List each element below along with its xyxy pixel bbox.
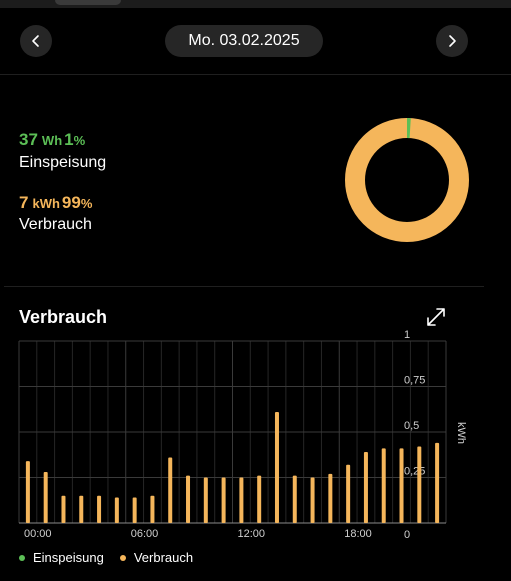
legend-item-consumption[interactable]: Verbrauch	[119, 550, 194, 565]
consumption-bar	[435, 442, 440, 523]
x-tick-label: 12:00	[238, 528, 266, 540]
chevron-left-icon	[32, 35, 39, 47]
date-selector[interactable]: Mo. 03.02.2025	[165, 25, 323, 57]
consumption-bar-chart: 0 0,25 0,5 0,75 1 kWh 00:00 06:00 12:00 18:00	[18, 330, 467, 541]
consumption-stat: 7 kWh 99%	[19, 193, 92, 213]
y-tick-label: 0,75	[404, 375, 425, 387]
tab-indicator	[55, 0, 121, 5]
consumption-bar	[203, 477, 208, 523]
previous-day-button[interactable]	[20, 25, 52, 57]
legend-label-consumption: Verbrauch	[133, 550, 194, 565]
consumption-bar	[292, 475, 297, 523]
next-day-button[interactable]	[436, 25, 468, 57]
consumption-bar	[61, 495, 66, 523]
consumption-bar	[43, 472, 48, 523]
feed-in-unit: Wh	[41, 133, 63, 148]
top-strip	[0, 0, 511, 8]
consumption-bar	[239, 477, 244, 523]
consumption-bar	[346, 464, 351, 523]
feed-in-value: 37	[19, 130, 38, 149]
consumption-bar	[363, 452, 368, 523]
consumption-bar	[114, 497, 119, 523]
consumption-bar	[417, 446, 422, 523]
consumption-bar	[310, 477, 315, 523]
consumption-bar	[399, 448, 404, 523]
consumption-bar	[257, 475, 262, 523]
x-tick-label: 18:00	[344, 528, 372, 540]
y-tick-label: 0	[404, 529, 410, 541]
legend-dot-feed-in	[19, 554, 25, 561]
consumption-label: Verbrauch	[19, 216, 92, 233]
consumption-bar	[328, 473, 333, 523]
feed-in-percent: 1	[64, 130, 74, 149]
x-tick-label: 00:00	[24, 528, 52, 540]
donut-feed-in-segment	[345, 118, 469, 242]
consumption-bar	[186, 475, 191, 523]
date-label: Mo. 03.02.2025	[188, 32, 300, 49]
feed-in-stat: 37 Wh 1%	[19, 130, 85, 150]
consumption-bar	[79, 495, 84, 523]
consumption-bar	[25, 461, 30, 523]
consumption-bar	[274, 411, 279, 523]
feed-in-percent-sign: %	[73, 133, 86, 148]
legend-dot-consumption	[119, 554, 126, 561]
consumption-bar	[381, 448, 386, 523]
expand-icon[interactable]	[424, 305, 448, 329]
y-tick-label: 1	[404, 330, 410, 341]
chevron-right-icon	[449, 35, 456, 47]
y-axis-label: kWh	[455, 422, 467, 444]
x-tick-label: 06:00	[131, 528, 159, 540]
consumption-percent: 99	[61, 193, 81, 212]
consumption-bar	[132, 497, 137, 523]
feed-in-label: Einspeisung	[19, 154, 107, 171]
consumption-percent-sign: %	[80, 196, 93, 211]
consumption-bar	[150, 495, 155, 523]
header-divider	[0, 74, 511, 75]
y-tick-label: 0,25	[404, 466, 425, 478]
legend-label-feed-in: Einspeisung	[33, 550, 104, 565]
summary-divider	[4, 286, 484, 287]
donut-consumption-segment	[345, 118, 469, 242]
consumption-value: 7	[19, 193, 29, 212]
y-tick-label: 0,5	[404, 420, 419, 432]
consumption-bar	[168, 457, 173, 523]
chart-title: Verbrauch	[19, 307, 108, 327]
chart-legend: Einspeisung Verbrauch	[19, 550, 209, 565]
consumption-unit: kWh	[32, 196, 60, 211]
legend-item-feed-in[interactable]: Einspeisung	[19, 550, 104, 565]
share-donut-chart	[345, 118, 469, 242]
consumption-bar	[221, 477, 226, 523]
consumption-bar	[97, 495, 102, 523]
